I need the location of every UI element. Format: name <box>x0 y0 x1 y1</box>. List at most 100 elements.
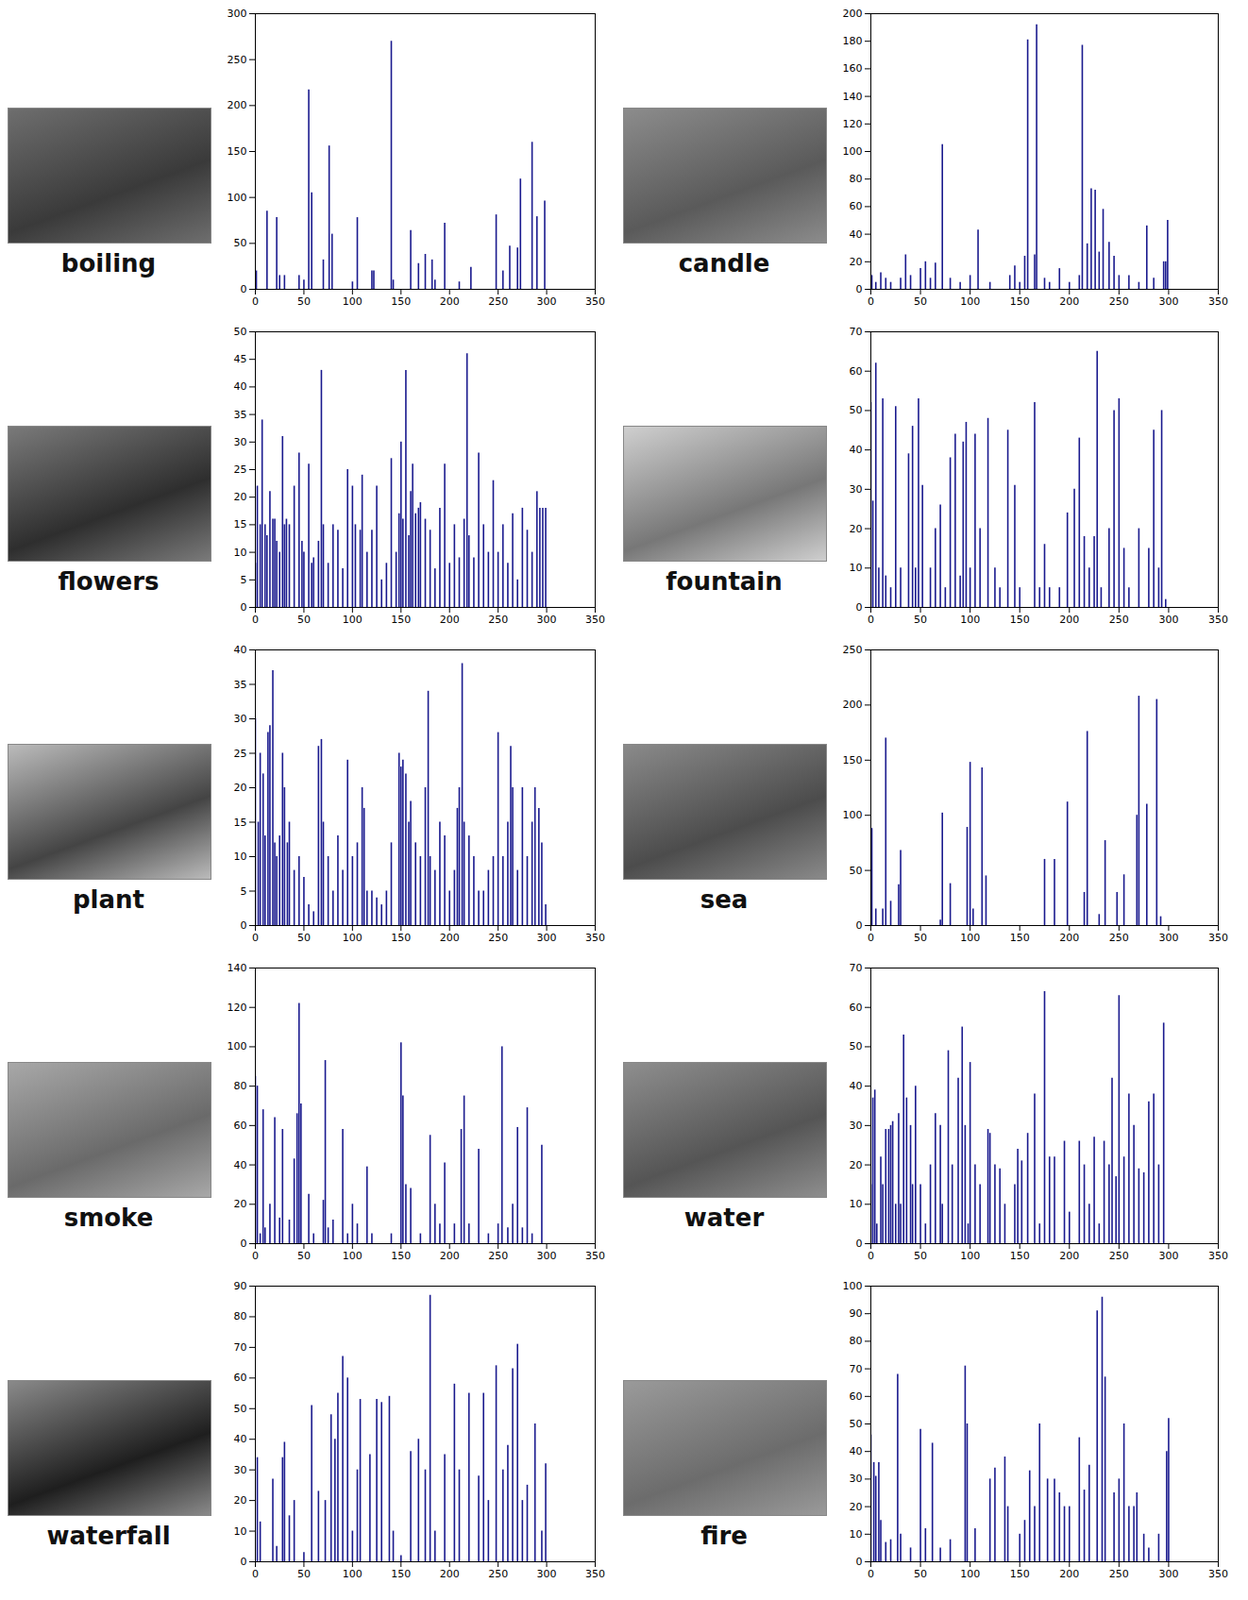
svg-text:0: 0 <box>240 1237 248 1250</box>
svg-text:180: 180 <box>843 34 863 48</box>
svg-text:150: 150 <box>1010 931 1030 945</box>
svg-text:250: 250 <box>227 53 248 67</box>
svg-text:200: 200 <box>439 613 460 626</box>
svg-text:200: 200 <box>843 698 863 711</box>
svg-text:30: 30 <box>234 712 248 726</box>
svg-text:40: 40 <box>849 228 863 241</box>
svg-text:80: 80 <box>234 1079 248 1093</box>
svg-text:100: 100 <box>227 191 248 204</box>
svg-text:50: 50 <box>297 1568 311 1581</box>
svg-text:20: 20 <box>849 1159 863 1172</box>
svg-text:250: 250 <box>1109 931 1130 945</box>
svg-text:0: 0 <box>856 1237 863 1250</box>
svg-text:5: 5 <box>240 885 248 898</box>
svg-text:200: 200 <box>1059 1249 1080 1263</box>
svg-text:100: 100 <box>843 1280 863 1293</box>
svg-text:20: 20 <box>849 1500 863 1514</box>
svg-text:140: 140 <box>843 90 863 103</box>
svg-text:0: 0 <box>252 295 259 308</box>
svg-text:300: 300 <box>537 295 557 308</box>
svg-text:50: 50 <box>297 931 311 945</box>
svg-text:30: 30 <box>849 483 863 496</box>
svg-text:150: 150 <box>1010 295 1030 308</box>
svg-text:20: 20 <box>234 1197 248 1211</box>
svg-text:300: 300 <box>1158 1568 1179 1581</box>
svg-text:10: 10 <box>234 850 248 863</box>
svg-text:60: 60 <box>234 1371 248 1384</box>
svg-text:0: 0 <box>867 1249 875 1263</box>
svg-text:0: 0 <box>240 283 248 296</box>
svg-text:350: 350 <box>1208 931 1229 945</box>
svg-text:15: 15 <box>234 518 248 531</box>
svg-text:15: 15 <box>234 816 248 829</box>
svg-text:350: 350 <box>585 1249 606 1263</box>
svg-text:40: 40 <box>849 443 863 456</box>
svg-text:80: 80 <box>849 172 863 186</box>
svg-text:50: 50 <box>913 1568 928 1581</box>
svg-text:100: 100 <box>843 809 863 822</box>
svg-text:100: 100 <box>342 295 363 308</box>
svg-text:250: 250 <box>1109 295 1130 308</box>
svg-text:150: 150 <box>390 295 411 308</box>
svg-text:70: 70 <box>234 1341 248 1354</box>
svg-text:100: 100 <box>960 931 980 945</box>
svg-text:20: 20 <box>234 490 248 504</box>
svg-text:250: 250 <box>488 613 508 626</box>
svg-text:300: 300 <box>1158 931 1179 945</box>
svg-text:30: 30 <box>849 1472 863 1485</box>
svg-text:90: 90 <box>234 1280 248 1293</box>
svg-text:100: 100 <box>960 1249 980 1263</box>
svg-text:50: 50 <box>913 295 928 308</box>
svg-text:160: 160 <box>843 62 863 75</box>
svg-text:0: 0 <box>252 1249 259 1263</box>
svg-text:250: 250 <box>488 295 508 308</box>
svg-text:200: 200 <box>1059 931 1080 945</box>
svg-text:50: 50 <box>297 295 311 308</box>
svg-text:150: 150 <box>227 145 248 158</box>
svg-text:0: 0 <box>240 1555 248 1569</box>
svg-text:150: 150 <box>390 931 411 945</box>
svg-text:300: 300 <box>537 931 557 945</box>
svg-text:0: 0 <box>856 283 863 296</box>
svg-text:25: 25 <box>234 747 248 760</box>
svg-text:300: 300 <box>1158 295 1179 308</box>
svg-text:300: 300 <box>537 1249 557 1263</box>
svg-text:60: 60 <box>849 1390 863 1403</box>
svg-text:100: 100 <box>342 931 363 945</box>
svg-text:100: 100 <box>342 613 363 626</box>
svg-text:0: 0 <box>867 931 875 945</box>
svg-text:0: 0 <box>252 1568 259 1581</box>
svg-text:0: 0 <box>867 295 875 308</box>
svg-text:35: 35 <box>234 408 248 422</box>
svg-text:50: 50 <box>913 613 928 626</box>
svg-text:10: 10 <box>234 1525 248 1538</box>
svg-text:350: 350 <box>585 613 606 626</box>
svg-text:0: 0 <box>856 601 863 614</box>
svg-text:150: 150 <box>1010 613 1030 626</box>
svg-text:50: 50 <box>849 1040 863 1053</box>
svg-text:120: 120 <box>227 1001 248 1014</box>
svg-text:60: 60 <box>234 1119 248 1132</box>
svg-text:20: 20 <box>849 522 863 536</box>
svg-text:50: 50 <box>297 1249 311 1263</box>
svg-text:300: 300 <box>227 7 248 20</box>
svg-text:150: 150 <box>390 1249 411 1263</box>
svg-text:40: 40 <box>849 1445 863 1458</box>
svg-text:100: 100 <box>227 1040 248 1053</box>
svg-text:40: 40 <box>234 380 248 393</box>
svg-text:250: 250 <box>1109 613 1130 626</box>
svg-text:50: 50 <box>849 864 863 877</box>
svg-text:45: 45 <box>234 353 248 366</box>
svg-text:100: 100 <box>960 613 980 626</box>
svg-text:100: 100 <box>342 1249 363 1263</box>
svg-text:50: 50 <box>849 404 863 417</box>
svg-text:40: 40 <box>234 643 248 657</box>
svg-text:100: 100 <box>843 145 863 158</box>
svg-text:250: 250 <box>1109 1568 1130 1581</box>
svg-text:20: 20 <box>234 1494 248 1507</box>
svg-text:350: 350 <box>585 1568 606 1581</box>
svg-text:350: 350 <box>1208 613 1229 626</box>
svg-text:60: 60 <box>849 1001 863 1014</box>
svg-text:40: 40 <box>234 1433 248 1446</box>
svg-text:200: 200 <box>1059 295 1080 308</box>
